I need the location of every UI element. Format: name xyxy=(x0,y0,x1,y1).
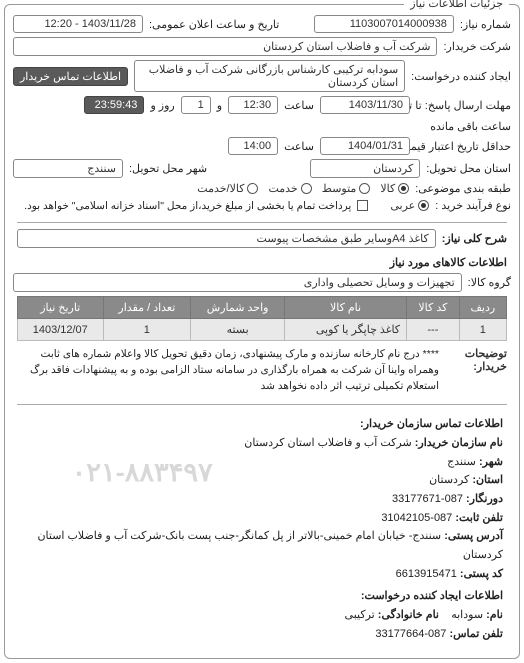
deadline-date-field: 1403/11/30 xyxy=(320,96,410,114)
validity-date-field: 1404/01/31 xyxy=(320,137,410,155)
radio-item[interactable]: کالا/خدمت xyxy=(197,182,258,195)
col-unit: واحد شمارش xyxy=(191,297,285,319)
radio-icon xyxy=(301,183,312,194)
cell-code: --- xyxy=(407,319,460,341)
fax-label: دورنگار: xyxy=(466,493,503,505)
table-row: 1 --- کاغذ چاپگر یا کوپی بسته 1 1403/12/… xyxy=(18,319,507,341)
contact-heading: اطلاعات تماس سازمان خریدار: xyxy=(21,415,503,434)
pub-dt-field: 1403/11/28 - 12:20 xyxy=(13,15,143,33)
radio-all[interactable]: کالا xyxy=(380,182,409,195)
col-row: ردیف xyxy=(459,297,506,319)
last-name-label: نام خانوادگی: xyxy=(378,609,439,621)
purchase-type-label: نوع فرآیند خرید : xyxy=(435,199,511,212)
radio-icon xyxy=(359,183,370,194)
col-code: کد کالا xyxy=(407,297,460,319)
col-name: نام کالا xyxy=(285,297,407,319)
time-label-1: ساعت xyxy=(284,99,314,112)
city-label: شهر: xyxy=(479,456,503,468)
radio-icon xyxy=(247,183,258,194)
table-header-row: ردیف کد کالا نام کالا واحد شمارش تعداد /… xyxy=(18,297,507,319)
pub-dt-label: تاریخ و ساعت اعلان عمومی: xyxy=(149,18,279,31)
topic-radio-group: کالا متوسط خدمت کالا/خدمت xyxy=(197,182,409,195)
validity-time-field: 14:00 xyxy=(228,137,278,155)
org-name-label: نام سازمان خریدار: xyxy=(415,437,503,449)
req-no-label: شماره نیاز: xyxy=(460,18,511,31)
payment-note: پرداخت تمام یا بخشی از مبلغ خرید،از محل … xyxy=(24,200,351,212)
buyer-contact-button[interactable]: اطلاعات تماس خریدار xyxy=(13,67,128,86)
province-label: استان: xyxy=(472,474,503,486)
delivery-city-label: شهر محل تحویل: xyxy=(129,162,207,175)
notes-text: **** درج نام کارخانه سازنده و مارک پیشنه… xyxy=(17,347,439,394)
details-panel: جزئیات اطلاعات نیاز شماره نیاز: 11030070… xyxy=(4,4,520,659)
time-label-2: ساعت xyxy=(284,140,314,153)
cell-name: کاغذ چاپگر یا کوپی xyxy=(285,319,407,341)
fax-value: 087-33177671 xyxy=(392,493,463,505)
buyer-label: شرکت خریدار: xyxy=(443,40,511,53)
goods-group-label: گروه کالا: xyxy=(468,276,511,289)
countdown-field: 23:59:43 xyxy=(84,96,144,114)
req-no-field: 1103007014000938 xyxy=(314,15,454,33)
address-value: سنندج- خیابان امام خمینی-بالاتر از پل کم… xyxy=(37,530,503,561)
panel-title: جزئیات اطلاعات نیاز xyxy=(404,0,509,10)
org-name: شرکت آب و فاضلاب استان کردستان xyxy=(244,437,411,449)
notes-block: توضیحات خریدار: **** درج نام کارخانه ساز… xyxy=(17,347,507,394)
phone-label: تلفن ثابت: xyxy=(455,512,503,524)
contact-phone-value: 087-33177664 xyxy=(375,628,446,640)
contact-phone-label: تلفن تماس: xyxy=(449,628,503,640)
goods-heading: اطلاعات کالاهای مورد نیاز xyxy=(17,256,507,269)
radio-icon xyxy=(418,200,429,211)
radio-icon xyxy=(398,183,409,194)
deadline-time-field: 12:30 xyxy=(228,96,278,114)
creator-label: ایجاد کننده درخواست: xyxy=(411,70,511,83)
creator-field: سودابه ترکیبی کارشناس بازرگانی شرکت آب و… xyxy=(134,60,405,92)
cell-row: 1 xyxy=(459,319,506,341)
col-qty: تعداد / مقدار xyxy=(103,297,191,319)
notes-label: توضیحات خریدار: xyxy=(447,347,507,394)
creator-contact-heading: اطلاعات ایجاد کننده درخواست: xyxy=(21,587,503,606)
cell-qty: 1 xyxy=(103,319,191,341)
treasury-checkbox[interactable] xyxy=(357,200,368,211)
buyer-org-contact: اطلاعات تماس سازمان خریدار: نام سازمان خ… xyxy=(21,415,503,643)
remain-label: ساعت باقی مانده xyxy=(430,120,511,133)
day-and-label: و xyxy=(217,99,222,112)
radio-mid[interactable]: متوسط xyxy=(322,182,371,195)
address-label: آدرس پستی: xyxy=(444,530,503,542)
radio-svc[interactable]: خدمت xyxy=(268,182,311,195)
cell-unit: بسته xyxy=(191,319,285,341)
delivery-state-label: استان محل تحویل: xyxy=(426,162,511,175)
validity-label: حداقل تاریخ اعتبار قیمت: تا تاریخ: xyxy=(416,140,511,153)
purchase-type-radio[interactable]: عربی xyxy=(390,199,429,212)
overall-label: شرح کلی نیاز: xyxy=(442,232,507,245)
days-label: روز و xyxy=(150,99,174,112)
first-name-label: نام: xyxy=(486,609,503,621)
cell-need-date: 1403/12/07 xyxy=(18,319,104,341)
deadline-label: مهلت ارسال پاسخ: تا تاریخ: xyxy=(416,99,511,112)
postcode-value: 6613915471 xyxy=(396,568,457,580)
delivery-city-field: سنندج xyxy=(13,159,123,178)
days-field: 1 xyxy=(181,96,211,114)
last-name-value: ترکیبی xyxy=(345,609,375,621)
topic-class-label: طبقه بندی موضوعی: xyxy=(415,182,511,195)
first-name-value: سودابه xyxy=(451,609,483,621)
delivery-state-field: کردستان xyxy=(310,159,420,178)
city-value: سنندج xyxy=(447,456,476,468)
postcode-label: کد پستی: xyxy=(460,568,503,580)
overall-field: کاغذ A4وسایر طبق مشخصات پیوست xyxy=(17,229,436,248)
col-need-date: تاریخ نیاز xyxy=(18,297,104,319)
buyer-field: شرکت آب و فاضلاب استان کردستان xyxy=(13,37,437,56)
goods-group-field: تجهیزات و وسایل تحصیلی واداری xyxy=(13,273,462,292)
province-value: کردستان xyxy=(429,474,469,486)
phone-value: 087-31042105 xyxy=(381,512,452,524)
goods-table: ردیف کد کالا نام کالا واحد شمارش تعداد /… xyxy=(17,296,507,341)
